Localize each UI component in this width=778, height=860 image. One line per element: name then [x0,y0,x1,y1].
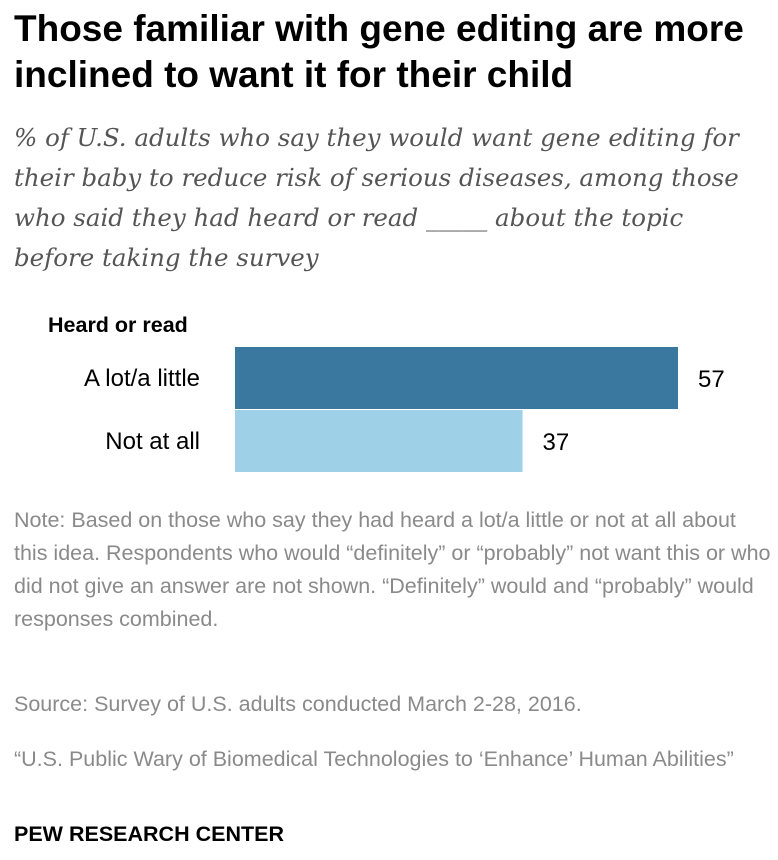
value-label: 37 [543,429,570,456]
note-text: Note: Based on those who say they had he… [14,508,771,631]
category-label: A lot/a little [84,365,200,392]
category-label: Not at all [105,428,200,455]
bar-chart: Heard or read A lot/a little 57 Not at all… [48,313,725,472]
group-label: Heard or read [48,313,188,337]
chart-title: Those familiar with gene editing are mor… [14,8,744,95]
bar [235,347,678,409]
bars-group: A lot/a little 57 Not at all 37 [84,347,725,472]
bar [235,410,523,472]
value-label: 57 [698,366,725,393]
chart-subtitle: % of U.S. adults who say they would want… [14,123,739,272]
pew-logo: PEW RESEARCH CENTER [14,822,284,846]
source-text: Source: Survey of U.S. adults conducted … [14,692,582,716]
report-title-text: “U.S. Public Wary of Biomedical Technolo… [14,747,734,771]
